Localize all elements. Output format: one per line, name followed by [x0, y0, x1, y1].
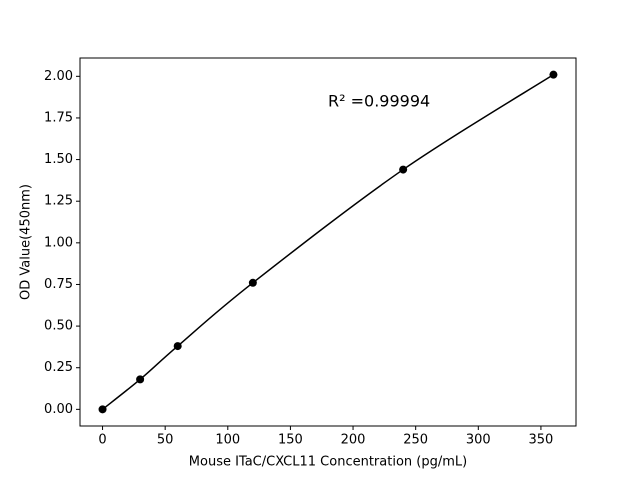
data-point — [549, 70, 558, 79]
annotation: R² =0.99994 — [328, 92, 430, 111]
x-tick-label: 200 — [341, 433, 366, 448]
x-axis-label: Mouse ITaC/CXCL11 Concentration (pg/mL) — [189, 455, 467, 470]
y-tick-label: 0.25 — [44, 360, 73, 375]
data-point — [399, 165, 408, 174]
y-tick-label: 1.75 — [44, 110, 73, 125]
x-tick-label: 100 — [215, 433, 240, 448]
y-tick-label: 0.75 — [44, 277, 73, 292]
data-point — [173, 342, 182, 351]
y-tick-label: 1.50 — [44, 152, 73, 167]
x-tick-label: 150 — [278, 433, 303, 448]
y-axis-label: OD Value(450nm) — [19, 184, 34, 300]
fit-curve — [102, 74, 554, 410]
data-point — [136, 375, 145, 384]
y-tick-label: 2.00 — [44, 69, 73, 84]
plot-frame — [79, 57, 577, 427]
y-tick-label: 0.00 — [44, 402, 73, 417]
x-tick-label: 0 — [98, 433, 106, 448]
x-tick-label: 350 — [529, 433, 554, 448]
x-tick-label: 50 — [157, 433, 174, 448]
y-tick-label: 0.50 — [44, 319, 73, 334]
y-tick-label: 1.00 — [44, 235, 73, 250]
data-point — [248, 278, 257, 287]
y-tick-label: 1.25 — [44, 194, 73, 209]
x-tick-label: 300 — [466, 433, 491, 448]
x-tick-label: 250 — [403, 433, 428, 448]
data-point — [98, 405, 107, 414]
